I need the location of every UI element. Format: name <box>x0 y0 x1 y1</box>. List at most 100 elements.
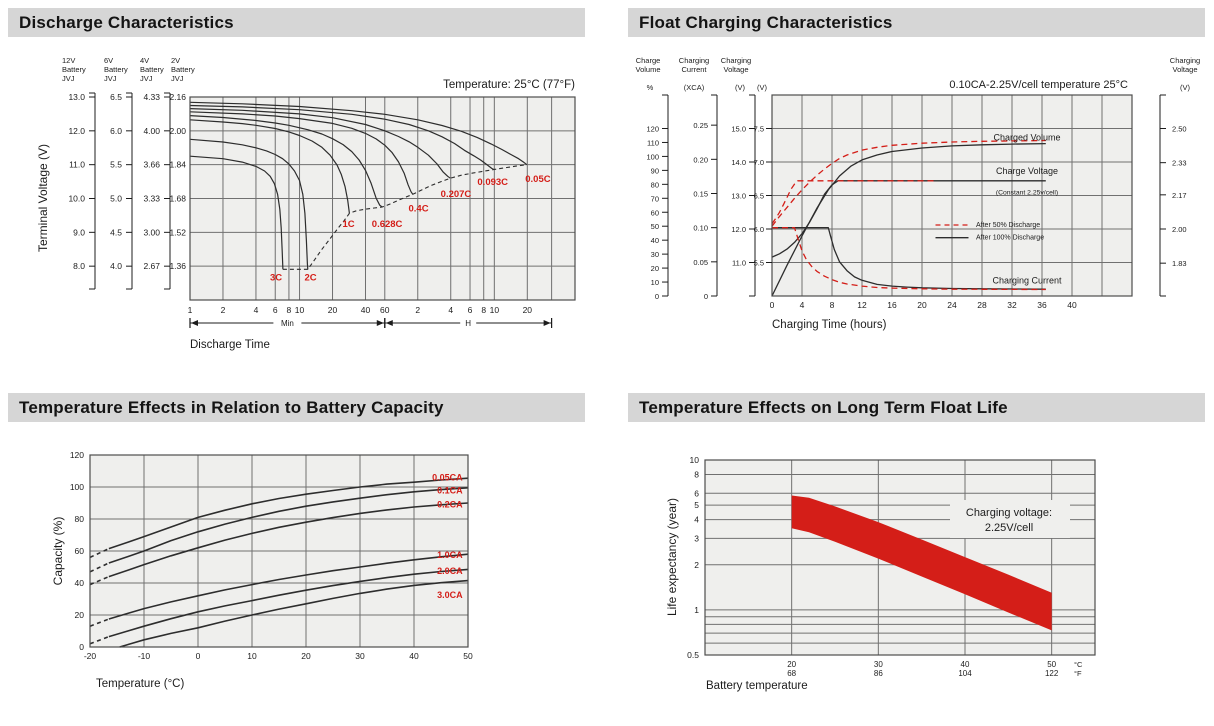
arrow-head-right <box>376 320 384 326</box>
axis-header: Charge <box>636 56 661 65</box>
arrow-head-right <box>543 320 551 326</box>
x-tick-label: 40 <box>409 651 419 661</box>
axis-header: JVJ <box>171 74 184 83</box>
x-tick-label: 36 <box>1037 300 1047 310</box>
axis-tick-label: 6.5 <box>754 192 764 201</box>
curve-label: 1C <box>342 219 354 230</box>
axis-tick-label: 7.5 <box>754 125 764 134</box>
series-charge-voltage-100 <box>771 180 1046 258</box>
curve-label: 0.1CA <box>437 485 463 495</box>
axis-header: 2V <box>171 56 180 65</box>
axis-header: Charging <box>721 56 751 65</box>
axis-tick-label: 120 <box>646 125 659 134</box>
axis-tick-label: 14.0 <box>731 158 746 167</box>
axis-tick-label: 2.17 <box>1172 191 1187 200</box>
curve-label: 0.628C <box>372 219 403 230</box>
section-title: Discharge Characteristics <box>19 13 234 32</box>
axis-tick-label: 12.0 <box>68 126 85 136</box>
axis-tick-label: 13.0 <box>68 92 85 102</box>
axis-tick-label: 0.05 <box>693 258 708 267</box>
series-charged-volume-50 <box>771 139 1046 227</box>
series-0.05C <box>189 101 528 166</box>
axis-tick-label: 5.5 <box>754 259 764 268</box>
axis-header: 4V <box>140 56 149 65</box>
x-tick-label: 12 <box>857 300 867 310</box>
x-unit-label: °F <box>1074 669 1082 678</box>
series-end-voltage-envelope <box>282 164 527 270</box>
series-charging-current-100 <box>772 227 1046 290</box>
axis-tick-label: 40 <box>651 236 659 245</box>
axis-tick-label: 70 <box>651 194 659 203</box>
curve-label: Charging Current <box>992 276 1062 286</box>
x-tick-label: 4 <box>254 305 259 315</box>
temp-effects-capacity-chart: 0.05CA 0.1CA 0.2CA 1.0CA 2.0CA 3.0CA -20 -10 0 10… <box>51 450 473 690</box>
axis-tick-label: 60 <box>651 208 659 217</box>
curve-label: 0.093C <box>477 177 508 188</box>
x-tick-label: 20 <box>328 305 338 315</box>
series-2.0CA-dashed <box>89 635 110 645</box>
axis-tick-label: 2.00 <box>1172 225 1187 234</box>
axis-header: Current <box>681 65 707 74</box>
x-tick-label: 4 <box>800 300 805 310</box>
series-0.2CA <box>108 502 469 578</box>
y-tick-label: 0.5 <box>687 650 699 660</box>
axis-tick-label: 0 <box>704 292 708 301</box>
curve-label: Charged Volume <box>993 132 1060 142</box>
axis-tick-label: 10.0 <box>68 194 85 204</box>
float-charging-characteristics-chart: Charged Volume Charge Voltage (Constant 2.… <box>635 56 1200 331</box>
curve-label: 0.05C <box>525 174 550 185</box>
x-tick-label: 16 <box>887 300 897 310</box>
axis-header: (XCA) <box>684 83 705 92</box>
plot-border <box>189 96 576 301</box>
chart-condition: Temperature: 25°C (77°F) <box>443 79 575 91</box>
x-tick-label: 8 <box>830 300 835 310</box>
y-tick-label: 10 <box>690 455 700 465</box>
axis-header: JVJ <box>104 74 117 83</box>
axis-tick-label: 1.52 <box>169 227 186 237</box>
x-tick-label: 86 <box>874 669 883 678</box>
x-tick-label: 2 <box>221 305 226 315</box>
series-0.05CA-dashed <box>89 547 110 559</box>
curve-label: After 50% Discharge <box>976 222 1040 229</box>
axis-tick-label: 4.33 <box>143 92 160 102</box>
axis-tick-label: 11.0 <box>69 160 85 170</box>
y-tick-label: 60 <box>75 546 85 556</box>
x-tick-label: 40 <box>1067 300 1077 310</box>
x-tick-label: 104 <box>958 669 972 678</box>
axis-tick-label: 0.10 <box>693 224 708 233</box>
axis-tick-label: 6.0 <box>110 126 122 136</box>
axis-header: Charging <box>679 56 709 65</box>
chart-condition: 0.10CA-2.25V/cell temperature 25°C <box>949 79 1128 91</box>
x-tick-label: 68 <box>787 669 796 678</box>
axis-header: (V) <box>735 83 746 92</box>
axis-tick-label: 7.0 <box>754 158 764 167</box>
plot-border <box>89 454 469 648</box>
x-tick-label: -10 <box>138 651 151 661</box>
x-tick-label: 10 <box>247 651 257 661</box>
axis-tick-label: 20 <box>651 264 659 273</box>
x-tick-label: 20 <box>301 651 311 661</box>
axis-header: Voltage <box>1172 65 1197 74</box>
series-3C <box>189 155 284 270</box>
series-0.4C <box>189 111 414 195</box>
x-tick-label: 2 <box>415 305 420 315</box>
x-tick-label: 28 <box>977 300 987 310</box>
arrow-label: H <box>465 319 471 328</box>
x-axis-title: Battery temperature <box>706 680 808 692</box>
axis-header: 6V <box>104 56 113 65</box>
series-2C <box>189 138 309 270</box>
axis-tick-label: 1.36 <box>169 261 186 271</box>
section-title-bar-temp-capacity: Temperature Effects in Relation to Batte… <box>8 393 585 422</box>
annotation-line: 2.25V/cell <box>985 522 1033 534</box>
axis-header: Volume <box>635 65 660 74</box>
curve-label: 0.207C <box>441 189 472 200</box>
curve-label: 3C <box>270 273 282 284</box>
axis-tick-label: 2.67 <box>143 261 160 271</box>
axis-tick-label: 11.0 <box>732 259 746 268</box>
x-tick-label: 40 <box>361 305 371 315</box>
y-tick-label: 4 <box>694 515 699 525</box>
x-tick-label: 6 <box>273 305 278 315</box>
series-1.0CA-dashed <box>89 618 110 627</box>
y-tick-label: 2 <box>694 560 699 570</box>
series-1.0CA <box>108 553 469 620</box>
